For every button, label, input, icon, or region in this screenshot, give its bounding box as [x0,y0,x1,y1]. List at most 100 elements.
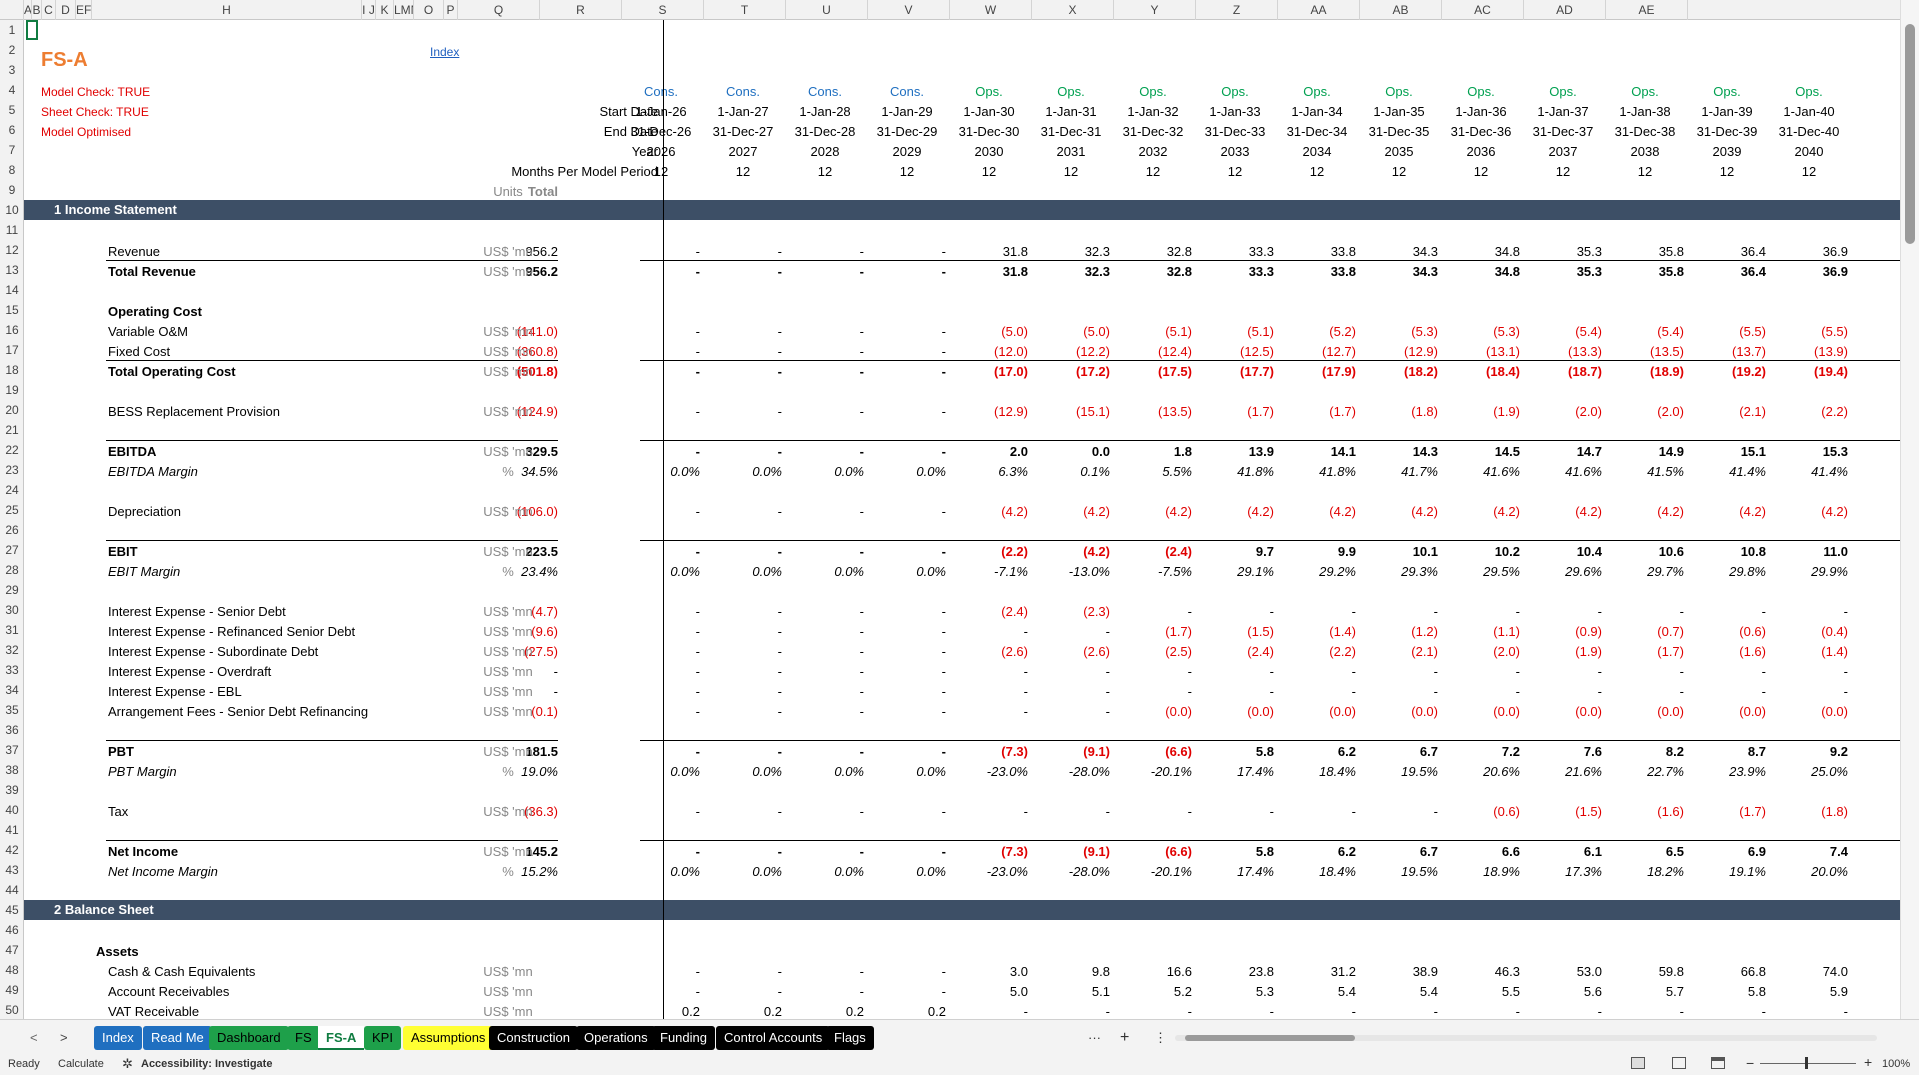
value-cell[interactable]: 6.3% [998,464,1028,479]
value-cell[interactable]: - [1023,684,1028,699]
value-cell[interactable]: - [1679,664,1684,679]
value-cell[interactable]: - [1843,1004,1848,1019]
column-header-ab[interactable]: AB [1360,0,1442,20]
value-cell[interactable]: -20.1% [1150,864,1192,879]
row-header[interactable]: 26 [5,523,19,537]
value-cell[interactable]: 5.7 [1665,984,1684,999]
value-cell[interactable]: - [1843,604,1848,619]
value-cell[interactable]: - [777,404,782,419]
value-cell[interactable]: - [1761,604,1766,619]
page-layout-icon[interactable] [1672,1057,1686,1069]
row-header[interactable]: 17 [5,343,19,357]
value-cell[interactable]: - [1433,804,1438,819]
value-cell[interactable]: - [695,804,700,819]
normal-view-icon[interactable] [1631,1057,1645,1069]
column-header-x[interactable]: X [1032,0,1114,20]
value-cell[interactable]: (1.7) [1165,624,1192,639]
tab-control-accounts[interactable]: Control Accounts [716,1026,831,1050]
value-cell[interactable]: 2.0 [1009,444,1028,459]
value-cell[interactable]: 19.1% [1729,864,1766,879]
value-cell[interactable]: (2.1) [1739,404,1766,419]
value-cell[interactable]: (1.5) [1575,804,1602,819]
row-header[interactable]: 42 [5,843,19,857]
value-cell[interactable]: - [941,984,946,999]
value-cell[interactable]: (0.0) [1411,704,1438,719]
value-cell[interactable]: - [1761,684,1766,699]
value-cell[interactable]: - [777,444,782,459]
column-header-ij[interactable]: I J [362,0,376,20]
accessibility-status[interactable]: Accessibility: Investigate [141,1058,273,1070]
value-cell[interactable]: 32.8 [1166,264,1192,279]
value-cell[interactable]: - [1597,684,1602,699]
value-cell[interactable]: (18.7) [1568,364,1602,379]
tab-kpi[interactable]: KPI [364,1026,401,1050]
row-header[interactable]: 31 [5,623,19,637]
value-cell[interactable]: - [941,964,946,979]
value-cell[interactable]: - [695,604,700,619]
value-cell[interactable]: 0.0% [752,764,782,779]
vertical-scrollbar[interactable] [1900,0,1919,1019]
value-cell[interactable]: - [1843,664,1848,679]
value-cell[interactable]: 0.0% [670,464,700,479]
value-cell[interactable]: - [1105,804,1110,819]
value-cell[interactable]: (4.2) [1575,504,1602,519]
value-cell[interactable]: (1.4) [1821,644,1848,659]
value-cell[interactable]: 29.1% [1237,564,1274,579]
value-cell[interactable]: 6.2 [1337,744,1356,759]
value-cell[interactable]: - [1597,1004,1602,1019]
value-cell[interactable]: (15.1) [1076,404,1110,419]
value-cell[interactable]: (12.2) [1076,344,1110,359]
value-cell[interactable]: 35.3 [1576,264,1602,279]
row-header[interactable]: 25 [5,503,19,517]
value-cell[interactable]: - [777,344,782,359]
value-cell[interactable]: 31.8 [1002,264,1028,279]
value-cell[interactable]: 31.8 [1002,244,1028,259]
value-cell[interactable]: - [1023,704,1028,719]
index-link[interactable]: Index [430,45,460,59]
value-cell[interactable]: - [941,244,946,259]
value-cell[interactable]: - [777,364,782,379]
value-cell[interactable]: (5.1) [1165,324,1192,339]
value-cell[interactable]: - [1351,604,1356,619]
value-cell[interactable]: (5.4) [1575,324,1602,339]
value-cell[interactable]: 8.2 [1665,744,1684,759]
value-cell[interactable]: 0.0% [916,764,946,779]
value-cell[interactable]: - [859,504,864,519]
value-cell[interactable]: (0.0) [1247,704,1274,719]
active-cell-a1[interactable] [26,20,38,40]
value-cell[interactable]: (7.3) [1001,844,1028,859]
sheet-options-button[interactable]: ⋮ [1154,1030,1167,1045]
value-cell[interactable]: - [1679,684,1684,699]
value-cell[interactable]: - [941,664,946,679]
value-cell[interactable]: (1.6) [1657,804,1684,819]
value-cell[interactable]: (5.1) [1247,324,1274,339]
value-cell[interactable]: 6.2 [1337,844,1356,859]
value-cell[interactable]: - [1187,664,1192,679]
column-header-a[interactable]: A [24,0,32,20]
value-cell[interactable]: (13.7) [1732,344,1766,359]
row-header[interactable]: 40 [5,803,19,817]
value-cell[interactable]: 41.4% [1729,464,1766,479]
value-cell[interactable]: - [859,264,864,279]
value-cell[interactable]: - [859,684,864,699]
value-cell[interactable]: (17.5) [1158,364,1192,379]
value-cell[interactable]: - [941,684,946,699]
value-cell[interactable]: (13.5) [1158,404,1192,419]
value-cell[interactable]: 33.8 [1330,244,1356,259]
value-cell[interactable]: 33.8 [1330,264,1356,279]
value-cell[interactable]: - [859,984,864,999]
value-cell[interactable]: 41.7% [1401,464,1438,479]
value-cell[interactable]: 10.8 [1740,544,1766,559]
value-cell[interactable]: - [1761,664,1766,679]
value-cell[interactable]: - [1679,604,1684,619]
value-cell[interactable]: (5.5) [1739,324,1766,339]
value-cell[interactable]: - [695,984,700,999]
column-header-efg[interactable]: EFG [76,0,92,20]
value-cell[interactable]: - [1187,684,1192,699]
value-cell[interactable]: - [859,324,864,339]
value-cell[interactable]: (2.4) [1165,544,1192,559]
value-cell[interactable]: (4.2) [1083,544,1110,559]
column-header-lmn[interactable]: LMN [394,0,414,20]
value-cell[interactable]: 6.1 [1583,844,1602,859]
value-cell[interactable]: 19.5% [1401,864,1438,879]
